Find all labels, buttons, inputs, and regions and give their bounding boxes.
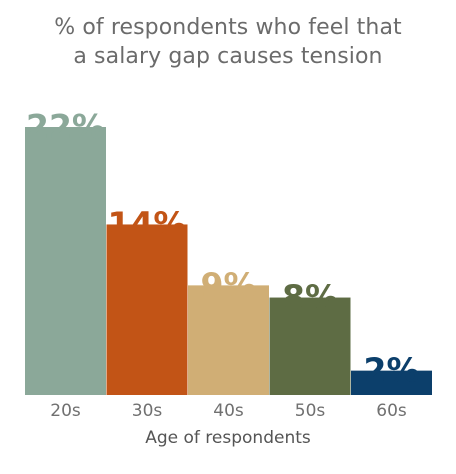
- x-tick-label-20s: 20s: [50, 401, 81, 421]
- bar-60s: [351, 370, 432, 395]
- chart-title-line-2: a salary gap causes tension: [73, 44, 383, 69]
- x-tick-label-40s: 40s: [213, 401, 244, 421]
- x-tick-label-30s: 30s: [132, 401, 163, 421]
- x-axis-title: Age of respondents: [145, 428, 311, 448]
- chart-title-line-1: % of respondents who feel that: [54, 15, 402, 40]
- bar-50s: [269, 297, 351, 395]
- x-tick-label-50s: 50s: [295, 401, 326, 421]
- x-tick-label-60s: 60s: [376, 401, 407, 421]
- bar-20s: [25, 127, 106, 395]
- value-label-40s: 9%: [200, 265, 256, 304]
- value-label-50s: 8%: [282, 278, 338, 317]
- bar-40s: [188, 285, 269, 395]
- bar-30s: [106, 224, 188, 395]
- value-label-60s: 2%: [363, 351, 419, 390]
- value-label-30s: 14%: [108, 204, 187, 243]
- value-label-20s: 22%: [26, 107, 105, 146]
